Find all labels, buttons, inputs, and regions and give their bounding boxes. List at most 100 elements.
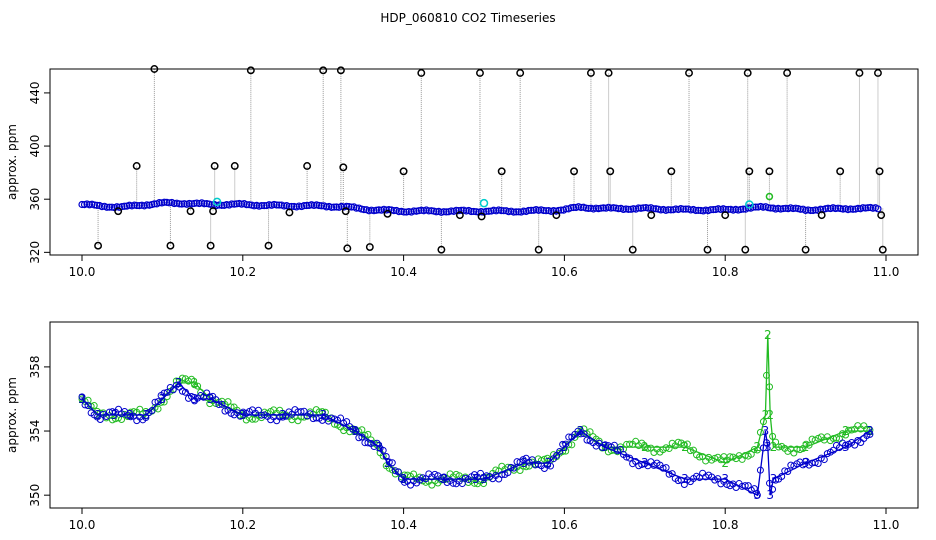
data-point — [846, 205, 855, 213]
spike-marker — [94, 241, 103, 250]
panel-top-plot-layer — [78, 65, 887, 254]
data-point — [542, 207, 550, 215]
spike-marker — [741, 245, 750, 254]
series-marker: 2 — [754, 440, 762, 454]
series-point — [762, 439, 770, 447]
series-marker: 3 — [239, 408, 247, 422]
series-marker: 3 — [601, 440, 609, 454]
data-point — [859, 204, 867, 212]
spike-marker — [667, 167, 676, 176]
data-point — [93, 201, 101, 209]
green-point — [765, 192, 774, 201]
series-point — [626, 454, 634, 462]
x-tick-label: 10.2 — [229, 265, 256, 279]
series-point — [352, 427, 360, 435]
x-tick-label: 10.8 — [712, 518, 739, 532]
data-point — [260, 202, 268, 210]
spike-marker — [477, 212, 486, 221]
series-marker: 3 — [544, 456, 552, 470]
data-point — [330, 203, 338, 211]
series-point — [811, 459, 819, 467]
data-point — [834, 204, 842, 212]
series-point — [714, 475, 722, 483]
data-point — [470, 207, 478, 216]
data-point — [375, 206, 383, 214]
series-point — [832, 434, 840, 442]
spike-marker — [336, 66, 345, 75]
data-point — [694, 206, 702, 214]
spike-marker — [319, 66, 328, 75]
spike-marker — [132, 162, 141, 170]
series-point — [623, 453, 631, 461]
data-point — [427, 207, 435, 215]
series-point — [206, 393, 214, 401]
series-point — [127, 413, 135, 421]
data-point — [737, 205, 745, 214]
series-point — [306, 410, 314, 418]
series-point — [866, 426, 874, 434]
data-point — [874, 205, 882, 213]
spike-marker — [570, 167, 578, 176]
spike-marker — [341, 207, 350, 216]
data-point — [410, 207, 418, 215]
spike-marker — [552, 211, 561, 220]
spike-marker — [765, 167, 774, 176]
series-point — [142, 413, 150, 421]
series-point — [781, 467, 789, 475]
series-point — [224, 398, 232, 406]
spike-marker — [303, 162, 312, 170]
data-point — [440, 208, 448, 216]
series-marker: 3 — [754, 488, 762, 502]
spike-marker — [745, 167, 754, 176]
data-point — [515, 208, 523, 216]
data-point — [105, 203, 114, 211]
x-tick-label: 10.4 — [390, 518, 417, 532]
chart-title: HDP_060810 CO2 Timeseries — [380, 11, 555, 25]
series-point — [753, 491, 761, 499]
data-point — [143, 201, 151, 209]
series-point — [577, 430, 585, 438]
y-tick-label: 354 — [28, 420, 42, 443]
series-point — [458, 480, 466, 488]
series-marker: 3 — [175, 376, 183, 390]
data-point — [485, 207, 493, 215]
spike-marker — [836, 167, 845, 176]
series-point — [160, 389, 168, 397]
spike-marker — [246, 66, 255, 75]
data-point — [599, 204, 608, 212]
series-marker: 3 — [279, 408, 287, 422]
series-point — [498, 471, 506, 479]
data-point — [831, 204, 840, 213]
series-point — [449, 479, 457, 487]
series-point — [327, 414, 335, 422]
series-marker: 3 — [762, 424, 770, 438]
spike-marker — [783, 69, 792, 77]
data-point — [692, 206, 700, 215]
series-point — [668, 470, 676, 478]
data-point — [175, 200, 183, 208]
data-point — [597, 204, 605, 212]
series-point — [181, 388, 189, 396]
series-point — [419, 474, 427, 482]
series-point — [866, 430, 874, 438]
data-point — [233, 200, 241, 208]
spike-marker — [874, 69, 882, 77]
data-point — [824, 204, 832, 212]
series-point — [364, 430, 372, 438]
x-tick-label: 10.2 — [229, 518, 256, 532]
data-point — [582, 204, 590, 212]
series-point — [81, 401, 89, 409]
series-point — [778, 473, 786, 481]
series-point — [391, 467, 399, 475]
series-point — [178, 374, 186, 382]
series-point — [78, 393, 86, 401]
series-point — [221, 407, 229, 415]
series-marker: 2 — [78, 392, 86, 406]
data-point — [98, 203, 106, 211]
data-point — [372, 206, 381, 214]
series-point — [108, 408, 116, 416]
series-marker: 3 — [472, 472, 480, 486]
series-marker: 3 — [400, 472, 408, 486]
data-point — [707, 206, 715, 214]
data-point — [352, 204, 361, 212]
